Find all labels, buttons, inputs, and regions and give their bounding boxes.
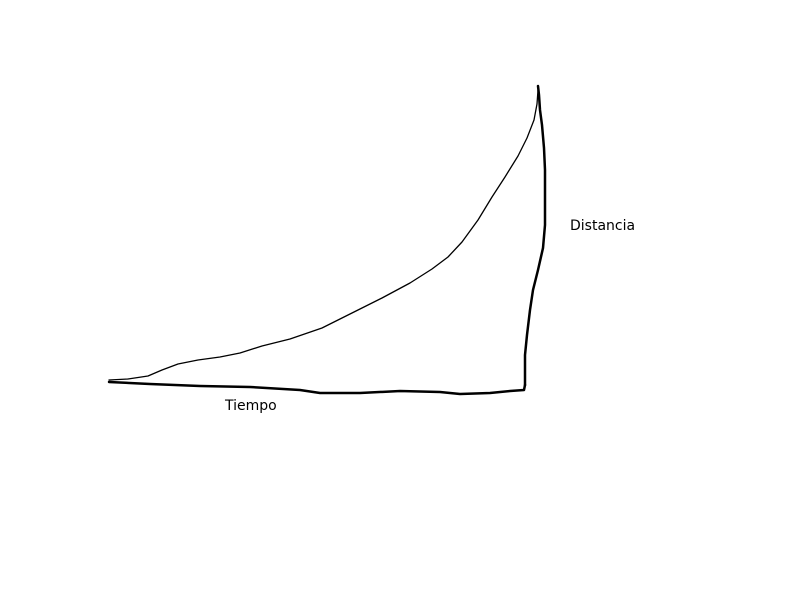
vertical-axis-line [523, 84, 547, 387]
vertical-axis-label: Distancia [570, 218, 636, 234]
horizontal-axis-line [107, 380, 527, 396]
horizontal-axis-label: Tiempo [225, 398, 277, 414]
distance-time-curve [108, 89, 539, 381]
